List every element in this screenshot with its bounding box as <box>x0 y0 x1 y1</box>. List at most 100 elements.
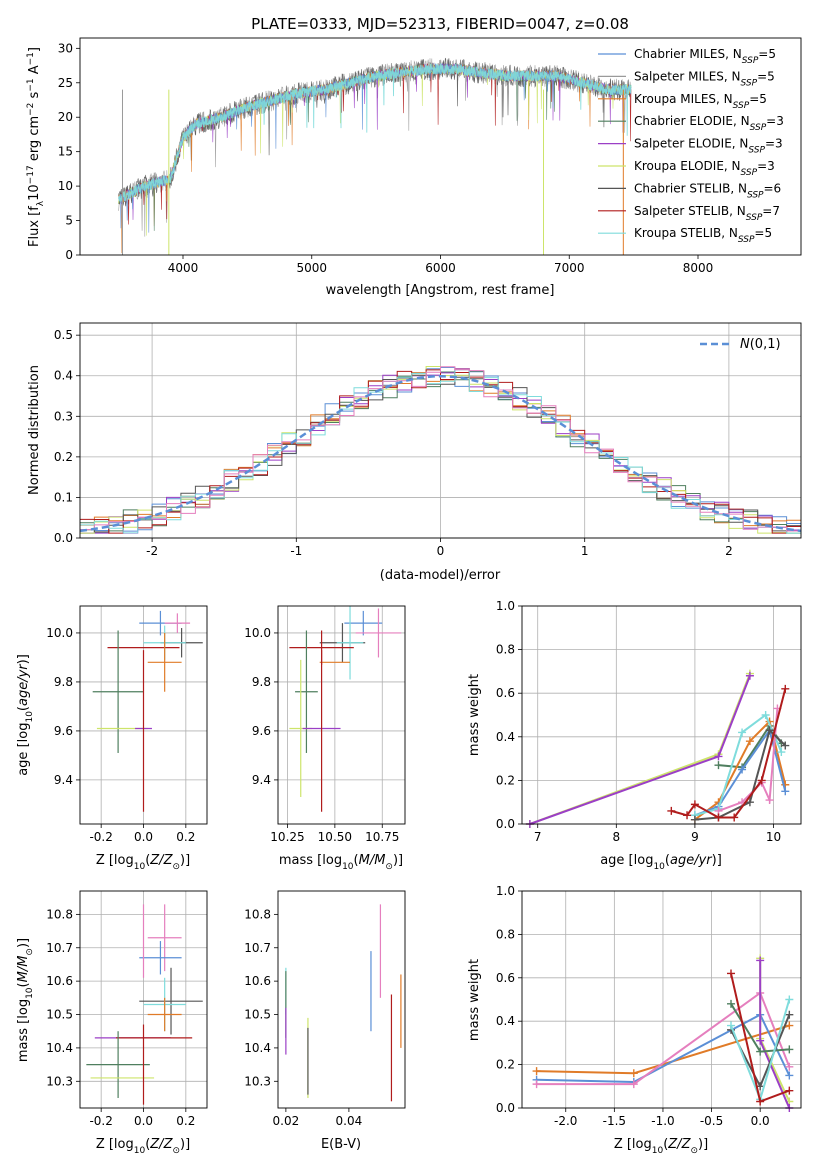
x-tick-label: 8 <box>612 830 620 844</box>
spectrum-line <box>118 63 626 254</box>
x-axis-label: (data-model)/error <box>380 568 501 583</box>
x-tick-label: 10.25 <box>270 830 304 844</box>
y-tick-label: 10 <box>58 179 73 193</box>
x-axis-label: Z [log10(Z/Z⊙)] <box>96 1137 190 1156</box>
x-tick-label: 9 <box>691 830 699 844</box>
x-tick-label: -0.2 <box>89 830 112 844</box>
y-tick-label: 10.8 <box>46 907 73 921</box>
figure-title: PLATE=0333, MJD=52313, FIBERID=0047, z=0… <box>251 15 629 33</box>
x-tick-label: -0.5 <box>700 1114 723 1128</box>
axes-frame <box>277 605 406 825</box>
y-tick-label: 9.4 <box>252 773 271 787</box>
mass-weight-vs-Z-series <box>532 954 794 1112</box>
y-tick-label: 0.6 <box>496 686 515 700</box>
data-point <box>785 995 794 1004</box>
y-tick-label: 9.6 <box>54 724 73 738</box>
mass-vs-EBV-axes: 0.02 0.04 10.3 10.4 10.5 10.6 10.7 10.8 E(B-V) <box>244 890 406 1152</box>
y-tick-label: 10.3 <box>244 1074 271 1088</box>
y-tick-label: 10.6 <box>244 974 271 988</box>
x-tick-label: 0.02 <box>273 1114 300 1128</box>
data-point <box>756 1047 765 1056</box>
mass-weight-vs-Z-axes: -2.0 -1.5 -1.0 -0.5 0.0 0.0 0.2 0.4 0.6 0.8 1.0 Z [… <box>467 884 802 1156</box>
data-point <box>738 728 747 737</box>
y-tick-label: 5 <box>65 214 73 228</box>
data-point <box>714 752 723 761</box>
data-point <box>761 711 770 719</box>
y-tick-label: 0.8 <box>496 927 515 941</box>
data-point <box>683 811 692 820</box>
errorbar-point <box>336 606 364 680</box>
y-tick-label: 0.4 <box>54 369 73 383</box>
x-tick-label: -0.2 <box>89 1114 112 1128</box>
series-path <box>536 1013 791 1084</box>
data-point <box>777 748 786 757</box>
series-line <box>667 684 790 822</box>
data-point <box>629 1080 638 1089</box>
axes-frame <box>79 37 802 256</box>
legend-entry: Chabrier STELIB, NSSP=6 <box>634 181 781 200</box>
data-point <box>532 1067 541 1076</box>
y-tick-label: 10.4 <box>46 1041 73 1055</box>
data-point <box>714 761 723 770</box>
legend-entry: Salpeter MILES, NSSP=5 <box>634 69 775 88</box>
errorbar-point <box>139 941 182 975</box>
data-point <box>629 1069 638 1078</box>
data-point <box>765 726 774 735</box>
x-tick-label: 5000 <box>296 261 327 275</box>
data-point <box>785 1021 794 1030</box>
data-point <box>532 1080 541 1089</box>
data-point <box>667 806 676 815</box>
y-tick-label: 0.0 <box>54 531 73 545</box>
y-tick-label: 10.8 <box>244 907 271 921</box>
y-tick-label: 0.4 <box>496 730 515 744</box>
y-tick-label: 0.0 <box>496 817 515 831</box>
errorbar-point <box>147 997 182 1032</box>
errorbar-point <box>355 608 402 658</box>
spectrum-axes: 4000 5000 6000 7000 8000 0 5 10 15 20 25 30 Chabrier… <box>26 37 802 298</box>
x-tick-label: 2 <box>725 544 733 558</box>
x-tick-label: 0.0 <box>134 1114 153 1128</box>
age-vs-mass-axes: 10.25 10.50 10.75 9.4 9.6 9.8 10.0 mass [log10(… <box>244 605 406 872</box>
x-tick-label: -2.0 <box>554 1114 577 1128</box>
data-point <box>738 765 747 774</box>
x-tick-label: -2 <box>146 544 158 558</box>
y-tick-label: 10.6 <box>46 974 73 988</box>
y-tick-label: 0.2 <box>54 450 73 464</box>
mass-vs-EBV-plot-area <box>285 904 402 1102</box>
y-tick-label: 0.8 <box>496 643 515 657</box>
legend-entry: Kroupa STELIB, NSSP=5 <box>634 226 772 245</box>
axes-frame <box>79 890 208 1109</box>
mass-vs-Z-axes: -0.2 0.0 0.2 10.3 10.4 10.5 10.6 10.7 10.8 Z [log… <box>16 890 208 1156</box>
x-tick-label: 10.50 <box>318 830 352 844</box>
series-line <box>727 969 794 1106</box>
age-vs-Z-points <box>92 610 203 812</box>
histogram-step <box>80 366 801 532</box>
data-point <box>745 798 754 807</box>
mass-weight-vs-age-axes: 7 8 9 10 0.0 0.2 0.4 0.6 0.8 1.0 age [log10(age/yr… <box>467 599 802 872</box>
data-point <box>785 1071 794 1080</box>
x-tick-label: 7000 <box>554 261 585 275</box>
gaussian-curve <box>80 374 801 533</box>
residuals-plot-area <box>80 323 801 539</box>
data-point <box>781 741 790 750</box>
y-tick-label: 30 <box>58 41 73 55</box>
mass-vs-Z-points <box>86 904 203 1105</box>
x-axis-label: mass [log10(M/M⊙)] <box>279 853 403 872</box>
errorbar-point <box>139 967 203 1035</box>
y-tick-label: 10.3 <box>46 1074 73 1088</box>
x-tick-label: 10.75 <box>365 830 399 844</box>
y-tick-label: 0.1 <box>54 490 73 504</box>
y-tick-label: 0.6 <box>496 971 515 985</box>
histogram-steps <box>80 366 801 534</box>
x-tick-label: 0 <box>437 544 445 558</box>
y-axis-label: mass weight <box>467 674 482 756</box>
y-tick-label: 10.0 <box>244 626 271 640</box>
spectrum-line <box>118 63 632 233</box>
errorbar-point <box>344 610 383 636</box>
series-path <box>529 673 751 825</box>
data-point <box>727 969 736 978</box>
x-axis-label: age [log10(age/yr)] <box>600 853 722 872</box>
legend-entry: Salpeter STELIB, NSSP=7 <box>634 204 780 223</box>
x-tick-label: -1.0 <box>651 1114 674 1128</box>
